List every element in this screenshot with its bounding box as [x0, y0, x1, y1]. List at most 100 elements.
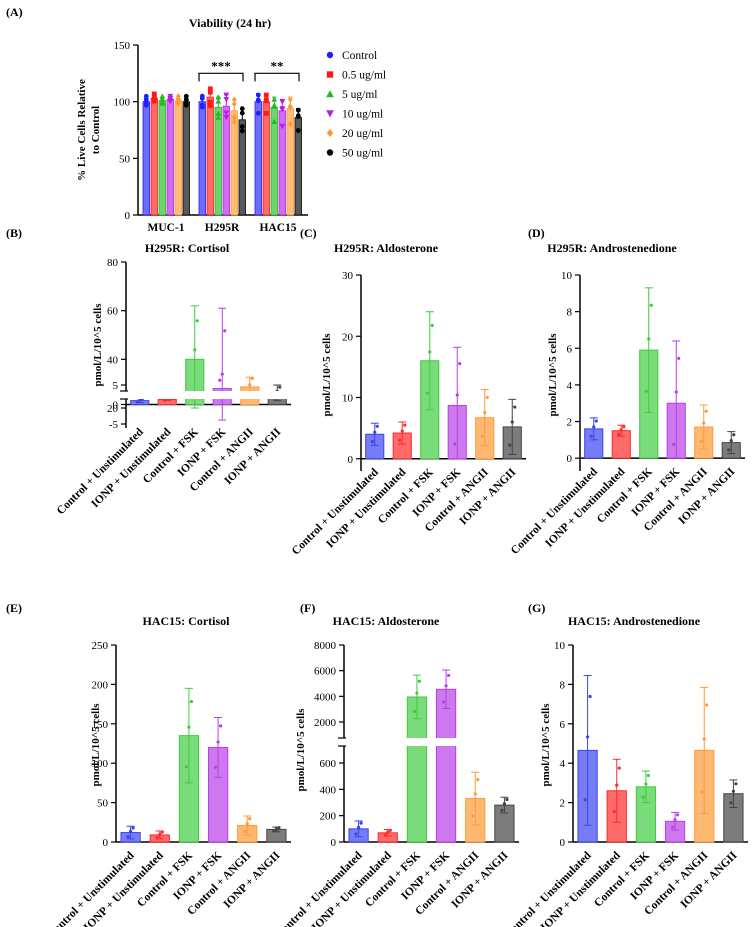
bar — [214, 106, 222, 216]
panel-b-chart: (B) H295R: Cortisol pmol/L/10^5 cells -5 0 5 2… — [6, 226, 293, 517]
legend-label: 20 ug/ml — [342, 128, 383, 140]
y-tick-label: 6 — [567, 343, 573, 355]
data-point — [279, 123, 286, 130]
y-tick-label: 0 — [567, 453, 573, 465]
legend-label: 50 ug/ml — [342, 148, 383, 160]
panel-label: (A) — [6, 5, 23, 19]
data-point — [199, 102, 205, 108]
data-point — [216, 740, 220, 744]
y-tick-label: -5 — [109, 419, 119, 431]
legend-label: 10 ug/ml — [342, 109, 383, 121]
data-point — [731, 789, 736, 793]
y-tick-label: 250 — [92, 640, 109, 652]
y-tick-label: 30 — [342, 270, 354, 282]
data-point — [441, 700, 446, 704]
data-point — [151, 97, 157, 103]
data-point — [483, 411, 487, 415]
y-axis-label: pmol/L/10^5 cells — [540, 703, 552, 787]
data-point — [412, 709, 417, 713]
data-point — [446, 673, 451, 678]
bar — [142, 101, 150, 216]
y-tick-label: 0 — [331, 837, 337, 849]
data-point — [183, 101, 189, 106]
data-point — [473, 792, 477, 796]
data-point — [143, 93, 149, 99]
data-point — [649, 303, 653, 307]
data-point — [383, 833, 387, 837]
data-point — [167, 98, 174, 104]
data-point — [617, 432, 621, 436]
data-point — [184, 765, 189, 769]
data-point — [159, 96, 166, 102]
y-tick-label: 80 — [107, 257, 119, 269]
legend-marker — [326, 110, 334, 118]
data-point — [617, 766, 621, 770]
data-point — [644, 782, 648, 786]
significance-label: ** — [271, 58, 284, 73]
data-point — [588, 694, 592, 699]
y-tick-label: 200 — [92, 679, 109, 691]
data-point — [458, 361, 462, 366]
data-point — [263, 97, 269, 103]
data-point — [670, 825, 675, 829]
data-point — [223, 110, 230, 116]
data-point — [702, 737, 706, 741]
data-point — [729, 801, 733, 805]
significance-bracket — [254, 72, 300, 82]
data-point — [508, 443, 512, 447]
data-point — [585, 735, 590, 739]
y-tick-label: 200 — [320, 811, 337, 823]
data-point — [373, 430, 377, 434]
data-point — [644, 389, 648, 393]
data-point — [677, 356, 681, 360]
bar — [206, 96, 214, 216]
data-point — [295, 107, 301, 113]
data-point — [218, 724, 223, 728]
data-point — [272, 829, 276, 833]
data-point — [699, 439, 703, 444]
data-point — [398, 438, 402, 442]
chart-title: H295R: Cortisol — [145, 241, 230, 255]
data-point — [215, 94, 222, 100]
data-point — [675, 813, 680, 817]
y-tick-label: 10 — [554, 640, 566, 652]
data-point — [673, 818, 677, 822]
data-point — [223, 97, 230, 103]
y-tick-label: 0 — [125, 210, 131, 222]
y-tick-label: 6 — [560, 719, 566, 731]
data-point — [727, 448, 731, 452]
x-tick-label: MUC-1 — [147, 222, 184, 234]
y-tick-label: 2 — [567, 417, 573, 429]
data-point — [734, 782, 738, 786]
data-point — [513, 405, 517, 409]
y-tick-label: 50 — [97, 798, 109, 810]
data-point — [159, 99, 166, 105]
data-point — [430, 323, 434, 328]
chart-title: H295R: Androstenedione — [547, 241, 677, 255]
data-point — [207, 103, 213, 108]
data-point — [592, 425, 596, 429]
y-tick-label: 40 — [107, 354, 119, 366]
data-point — [476, 777, 480, 782]
y-axis-label: pmol/L/10^5 cells — [90, 703, 102, 787]
data-point — [215, 114, 222, 120]
y-axis-label: pmol/L/10^5 cells — [321, 333, 333, 417]
data-point — [359, 821, 363, 825]
data-point — [231, 100, 237, 108]
data-point — [287, 103, 293, 110]
y-tick-label: 50 — [119, 153, 131, 165]
data-point — [485, 395, 489, 400]
y-tick-label: 10 — [561, 270, 573, 282]
data-point — [175, 93, 181, 100]
data-point — [126, 835, 130, 839]
y-tick-label: 2 — [560, 798, 566, 810]
data-point — [388, 828, 392, 833]
data-point — [223, 329, 227, 333]
data-point — [612, 809, 616, 814]
data-point — [167, 93, 174, 100]
data-point — [674, 390, 678, 394]
data-point — [199, 93, 205, 99]
data-point — [356, 825, 361, 830]
y-tick-label: 150 — [114, 40, 131, 52]
data-point — [220, 372, 224, 376]
